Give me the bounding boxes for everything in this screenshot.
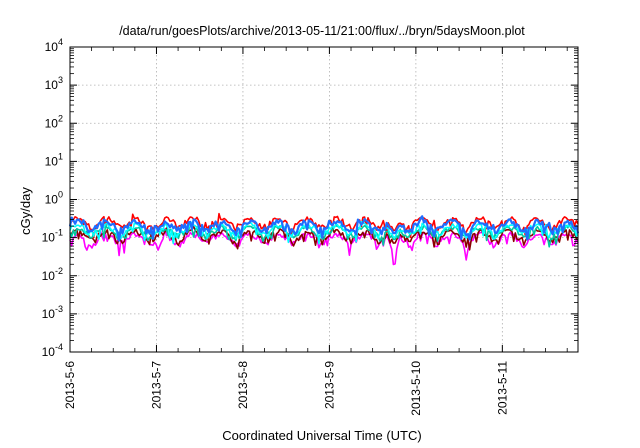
x-tick-label: 2013-5-6	[63, 361, 77, 409]
x-tick-label: 2013-5-10	[409, 361, 423, 416]
y-tick-label: 10-3	[42, 304, 63, 321]
x-tick-label: 2013-5-8	[236, 361, 250, 409]
x-tick-label: 2013-5-11	[495, 361, 509, 415]
y-tick-label: 101	[45, 151, 63, 168]
y-tick-label: 104	[45, 37, 63, 54]
series-line	[69, 228, 579, 266]
y-tick-label: 100	[45, 190, 63, 207]
y-tick-labels: 10-4 10-3 10-2 10-1 100 101 102 103 104	[42, 37, 63, 359]
y-tick-label: 10-4	[42, 342, 63, 359]
series-line	[68, 215, 580, 242]
y-tick-label: 10-2	[42, 266, 63, 283]
y-tick-label: 10-1	[42, 228, 63, 245]
data-series	[68, 212, 580, 266]
x-axis-title: Coordinated Universal Time (UTC)	[222, 428, 421, 443]
axis-ticks	[69, 46, 578, 353]
x-tick-label: 2013-5-7	[149, 361, 163, 409]
grid-lines	[70, 47, 578, 352]
y-axis-title: cGy/day	[18, 187, 33, 235]
y-tick-label: 102	[45, 113, 63, 130]
chart-title: /data/run/goesPlots/archive/2013-05-11/2…	[119, 24, 525, 38]
x-tick-label: 2013-5-9	[322, 361, 336, 409]
x-tick-labels: 2013-5-6 2013-5-7 2013-5-8 2013-5-9 2013-5-1…	[63, 361, 509, 416]
y-tick-label: 103	[45, 75, 63, 92]
